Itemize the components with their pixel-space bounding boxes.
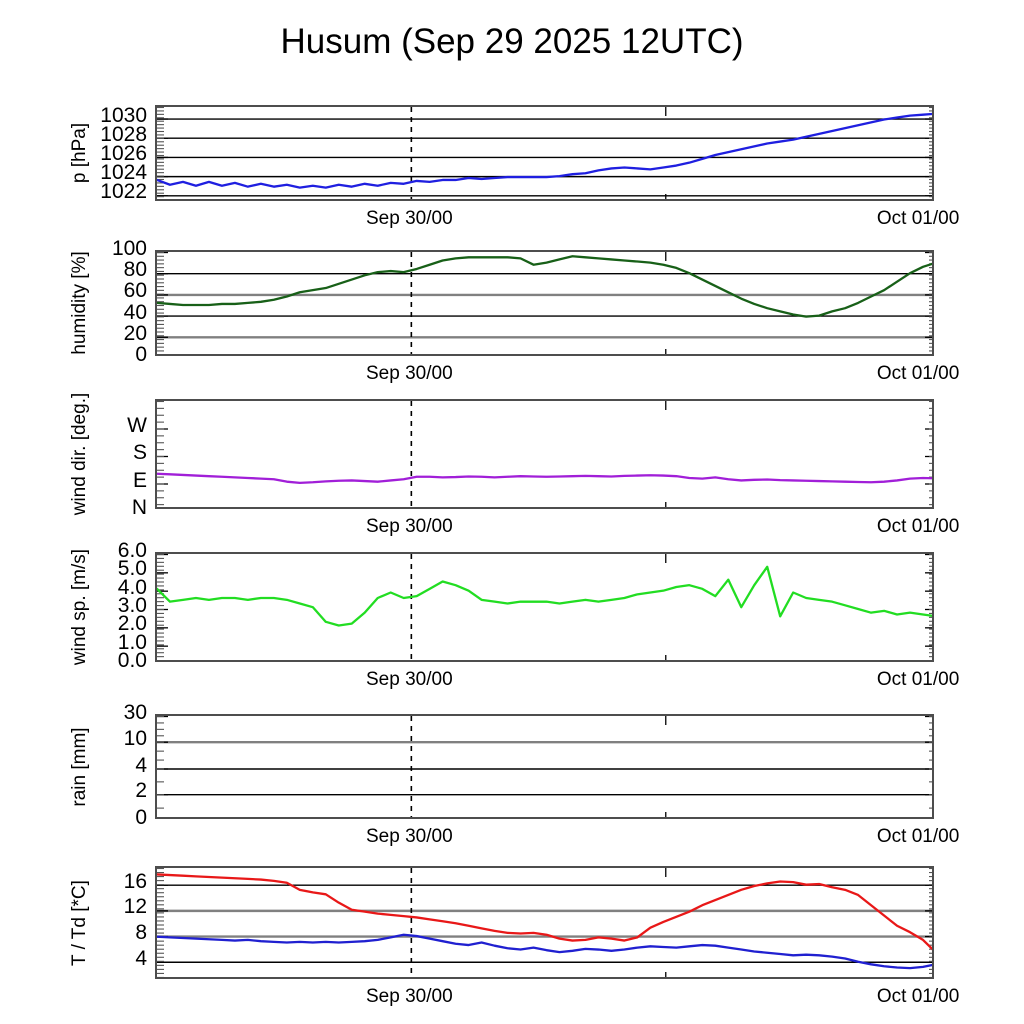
y-tick-humidity-2: 60 bbox=[123, 279, 147, 303]
y-tick-temperature-3: 4 bbox=[135, 946, 147, 970]
plot-area-wind_speed bbox=[155, 552, 934, 662]
x-tick-label-temperature-0: Sep 30/00 bbox=[366, 986, 453, 1007]
x-tick-label-pressure-1: Oct 01/00 bbox=[876, 208, 960, 229]
plot-area-pressure bbox=[155, 105, 934, 201]
y-tick-temperature-0: 16 bbox=[123, 869, 147, 893]
y-tick-rain-2: 4 bbox=[135, 753, 147, 777]
y-tick-pressure-0: 1030 bbox=[100, 103, 147, 127]
x-tick-label-wind_speed-0: Sep 30/00 bbox=[366, 669, 453, 690]
y-tick-humidity-4: 20 bbox=[123, 321, 147, 345]
plot-area-temperature bbox=[155, 866, 934, 979]
plot-area-wind_dir bbox=[155, 399, 934, 509]
y-tick-humidity-3: 40 bbox=[123, 300, 147, 324]
y-tick-humidity-5: 0 bbox=[135, 343, 147, 366]
plot-area-humidity bbox=[155, 250, 934, 356]
x-tick-label-humidity-1: Oct 01/00 bbox=[876, 363, 960, 384]
x-tick-label-pressure-0: Sep 30/00 bbox=[366, 208, 453, 229]
y-tick-rain-1: 10 bbox=[123, 726, 147, 750]
y-tick-wind_dir-2: E bbox=[132, 468, 147, 492]
y-tick-wind_speed-3: 3.0 bbox=[117, 594, 147, 617]
y-tick-wind_speed-5: 1.0 bbox=[117, 630, 147, 654]
y-tick-humidity-1: 80 bbox=[123, 258, 147, 282]
x-tick-label-wind_dir-1: Oct 01/00 bbox=[876, 516, 960, 537]
series-temperature-0 bbox=[157, 873, 932, 951]
y-tick-temperature-1: 12 bbox=[123, 895, 147, 919]
y-tick-wind_speed-2: 4.0 bbox=[117, 575, 147, 599]
page-title: Husum (Sep 29 2025 12UTC) bbox=[280, 22, 744, 61]
y-tick-humidity-0: 100 bbox=[111, 237, 147, 260]
y-tick-wind_speed-0: 6.0 bbox=[117, 539, 147, 562]
y-tick-rain-4: 0 bbox=[135, 806, 147, 829]
y-tick-wind_dir-3: N bbox=[131, 496, 147, 519]
series-humidity-0 bbox=[157, 255, 932, 318]
y-tick-rain-0: 30 bbox=[123, 701, 147, 724]
series-temperature-1 bbox=[157, 933, 932, 970]
y-tick-wind_speed-1: 5.0 bbox=[117, 557, 147, 581]
y-tick-pressure-1: 1028 bbox=[100, 122, 147, 146]
y-tick-wind_dir-0: W bbox=[127, 413, 147, 437]
y-tick-wind_speed-6: 0.0 bbox=[117, 649, 147, 672]
y-tick-pressure-3: 1024 bbox=[100, 161, 147, 185]
y-tick-wind_speed-4: 2.0 bbox=[117, 612, 147, 636]
series-wind_speed-0 bbox=[157, 565, 932, 627]
x-tick-label-wind_dir-0: Sep 30/00 bbox=[366, 516, 453, 537]
series-pressure-0 bbox=[157, 112, 932, 189]
x-tick-label-wind_speed-1: Oct 01/00 bbox=[876, 669, 960, 690]
x-tick-label-temperature-1: Oct 01/00 bbox=[876, 986, 960, 1007]
y-tick-pressure-4: 1022 bbox=[100, 180, 147, 204]
series-wind_dir-0 bbox=[157, 472, 932, 485]
y-tick-pressure-2: 1026 bbox=[100, 141, 147, 165]
x-tick-label-rain-1: Oct 01/00 bbox=[876, 826, 960, 847]
y-tick-rain-3: 2 bbox=[135, 779, 147, 803]
x-tick-label-rain-0: Sep 30/00 bbox=[366, 826, 453, 847]
y-tick-temperature-2: 8 bbox=[135, 921, 147, 945]
x-tick-label-humidity-0: Sep 30/00 bbox=[366, 363, 453, 384]
y-tick-wind_dir-1: S bbox=[132, 441, 147, 464]
plot-area-rain bbox=[155, 714, 934, 819]
